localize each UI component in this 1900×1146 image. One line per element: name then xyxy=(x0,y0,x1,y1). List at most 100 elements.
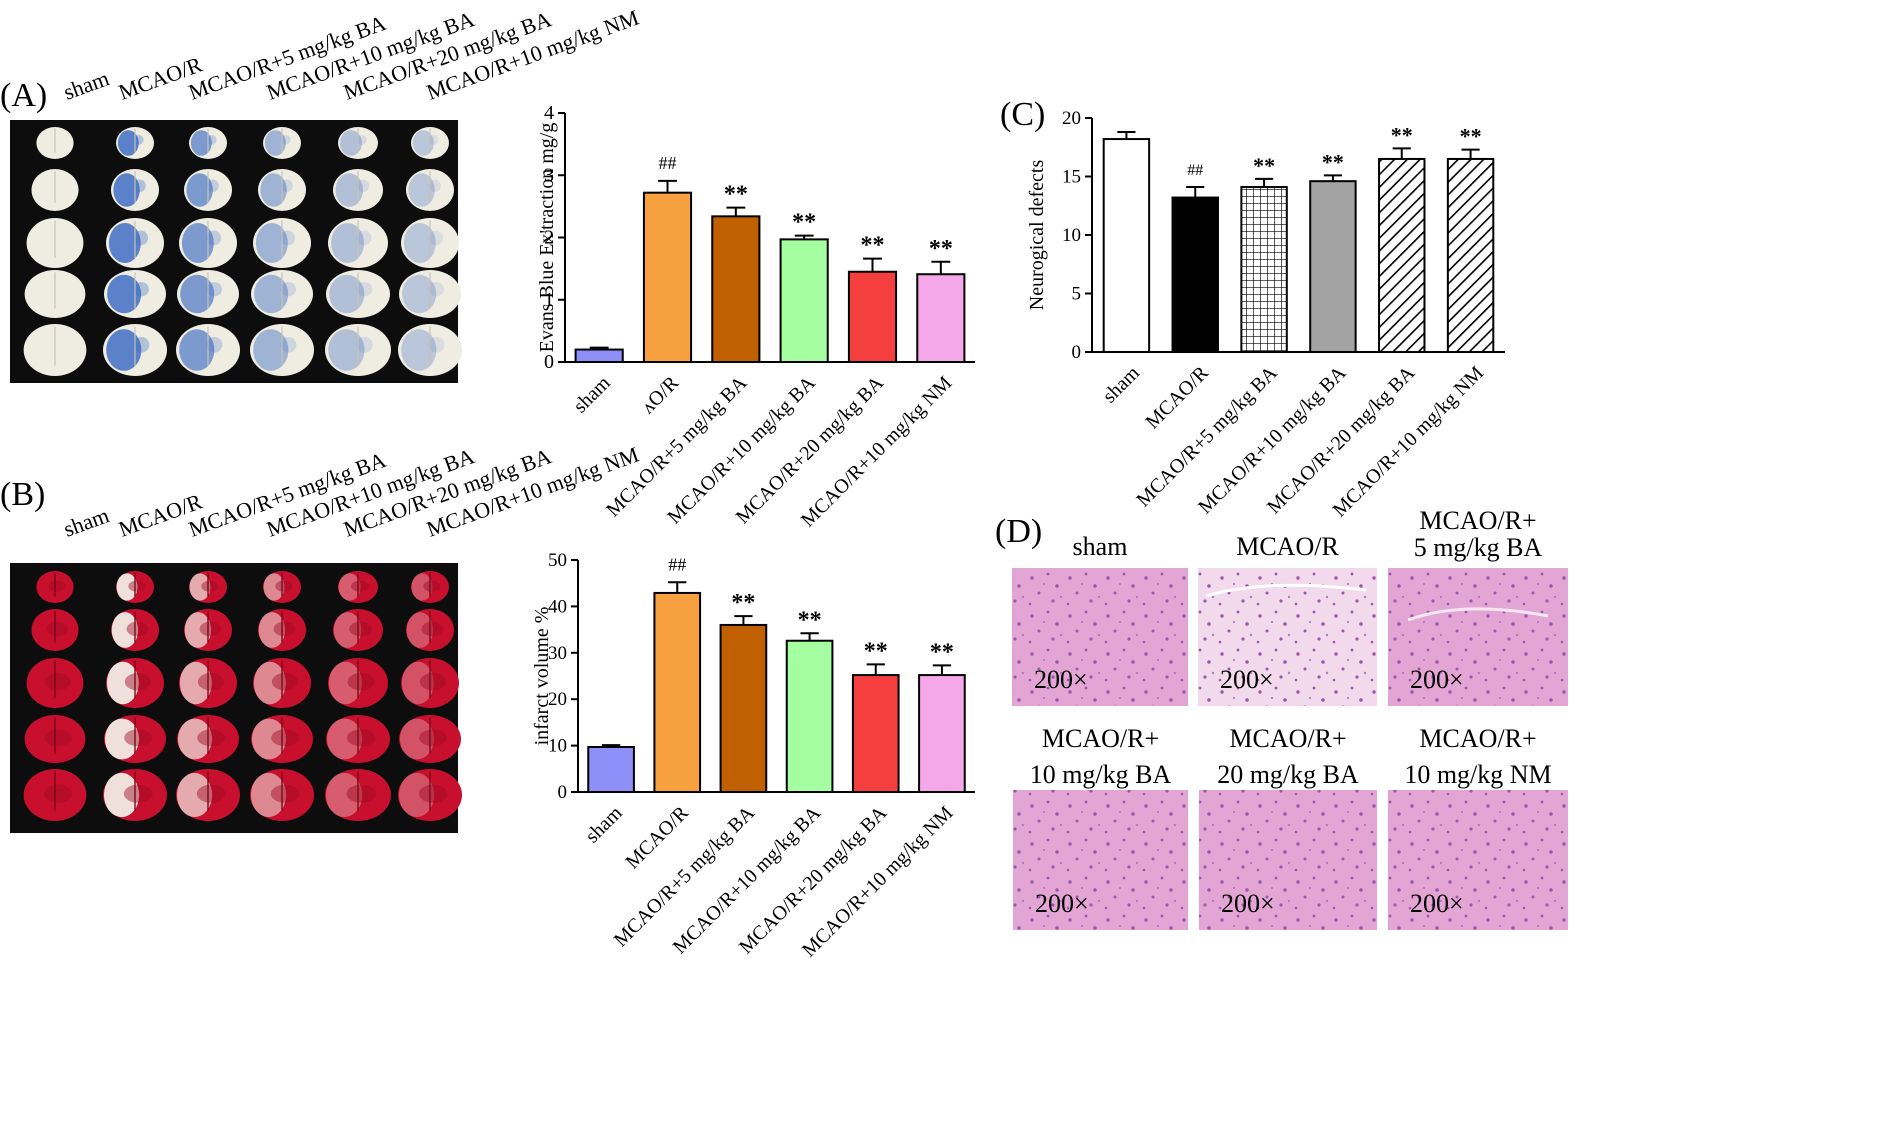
micrograph-title: MCAO/R+ xyxy=(1419,724,1536,753)
x-tick-label: sham xyxy=(569,372,615,418)
panel-d-label: (D) xyxy=(995,513,1042,550)
significance-marker: ** xyxy=(930,639,954,665)
brain-slice xyxy=(36,127,74,159)
bar-mcao-r-20-mg-kg-ba xyxy=(847,270,898,363)
brain-slice xyxy=(399,715,461,763)
significance-marker: ## xyxy=(659,153,677,173)
brain-slice xyxy=(177,715,239,763)
brain-slice xyxy=(398,769,462,821)
brain-slice xyxy=(106,218,164,268)
y-tick-label: 5 xyxy=(1072,284,1082,305)
he-micrograph: 200× MCAO/R+5 mg/kg BA xyxy=(1388,506,1568,706)
brain-slice xyxy=(189,571,227,603)
brain-slice xyxy=(399,270,461,318)
y-tick-label: 0 xyxy=(544,351,554,373)
photo-column-label: sham xyxy=(60,502,112,541)
micrograph-title: 10 mg/kg NM xyxy=(1404,760,1551,789)
micrograph-title: 10 mg/kg BA xyxy=(1030,760,1172,789)
significance-marker: ** xyxy=(1322,149,1344,174)
y-tick-label: 15 xyxy=(1062,167,1081,188)
bar-mcao-r-10-mg-kg-nm xyxy=(918,674,966,794)
brain-slice xyxy=(116,127,154,159)
bar-mcao-r-5-mg-kg-ba xyxy=(719,623,768,794)
brain-slice xyxy=(103,769,167,821)
significance-marker: ** xyxy=(1253,153,1275,178)
brain-slice xyxy=(401,658,459,708)
brain-slice xyxy=(177,270,239,318)
micrograph-title: MCAO/R xyxy=(1236,532,1339,561)
bar-mcao-r-10-mg-kg-nm xyxy=(916,273,966,364)
magnification-label: 200× xyxy=(1410,665,1464,694)
brain-slice xyxy=(24,270,86,318)
brain-slice xyxy=(406,169,454,211)
brain-slice xyxy=(104,270,166,318)
brain-slice xyxy=(31,609,79,651)
significance-marker: ## xyxy=(1187,162,1203,179)
x-tick-label: sham xyxy=(1099,362,1145,408)
y-axis-label: Evans Blue Ex'traction mg/g xyxy=(536,123,558,353)
brain-slice xyxy=(411,571,449,603)
brain-slice xyxy=(111,169,159,211)
bar-mcao-r xyxy=(653,591,702,793)
y-tick-label: 50 xyxy=(548,550,567,571)
ttc-slices xyxy=(23,571,462,821)
y-axis-label: Neurogical defects xyxy=(1026,160,1048,311)
brain-slice xyxy=(325,769,391,821)
brain-slice xyxy=(263,127,301,159)
brain-slice xyxy=(179,658,237,708)
brain-slice xyxy=(251,270,313,318)
brain-slice xyxy=(333,609,383,651)
x-tick-label: MCAO/R xyxy=(1141,362,1213,434)
brain-slice xyxy=(250,324,314,376)
magnification-label: 200× xyxy=(1220,665,1274,694)
bar-mcao-r-10-mg-kg-ba xyxy=(785,639,834,794)
x-tick-label: ʌO/R xyxy=(637,372,684,419)
brain-slice xyxy=(328,218,388,268)
y-tick-label: 20 xyxy=(548,689,567,710)
he-micrograph: 200× MCAO/R+ 20 mg/kg BA xyxy=(1199,724,1377,930)
bar-mcao-r-5-mg-kg-ba xyxy=(711,215,761,363)
brain-slice xyxy=(263,571,301,603)
significance-marker: ** xyxy=(929,236,953,262)
significance-marker: ** xyxy=(861,233,885,259)
brain-slice xyxy=(258,169,306,211)
brain-slice xyxy=(36,571,74,603)
brain-slice xyxy=(333,169,383,211)
y-tick-label: 30 xyxy=(548,643,567,664)
bar-mcao-r-5-mg-kg-ba xyxy=(1240,186,1288,353)
y-tick-label: 4 xyxy=(544,102,554,124)
significance-marker: ** xyxy=(1460,124,1482,149)
brain-slice xyxy=(253,218,311,268)
he-micrograph: 200× MCAO/R+ 10 mg/kg NM xyxy=(1388,724,1568,930)
brain-slice xyxy=(338,127,378,159)
brain-slice xyxy=(111,609,159,651)
bar-mcao-r xyxy=(1171,196,1219,353)
brain-slice xyxy=(326,715,390,763)
brain-slice xyxy=(253,658,311,708)
brain-slice xyxy=(24,715,86,763)
he-micrograph: 200× MCAO/R+ 10 mg/kg BA xyxy=(1013,724,1188,930)
brain-slice xyxy=(250,769,314,821)
brain-slice xyxy=(103,324,167,376)
bar-mcao-r-20-mg-kg-ba xyxy=(1378,157,1426,353)
magnification-label: 200× xyxy=(1035,889,1089,918)
panel-c: (C) 0 5 10 15 20 Neurogical defects sham ## MCAO… xyxy=(1000,96,1505,521)
y-tick-label: 0 xyxy=(558,782,568,803)
he-micrograph: 200× sham xyxy=(1012,532,1188,706)
micrograph-title: 5 mg/kg BA xyxy=(1414,533,1543,562)
significance-marker: ** xyxy=(792,210,816,236)
brain-slice xyxy=(31,169,79,211)
bar-mcao-r-10-mg-kg-ba xyxy=(1309,180,1357,353)
brain-slice xyxy=(26,658,84,708)
magnification-label: 200× xyxy=(1221,889,1275,918)
brain-slice xyxy=(179,218,237,268)
brain-slice xyxy=(398,324,462,376)
he-micrograph: 200× MCAO/R xyxy=(1198,532,1377,706)
brain-slice xyxy=(338,571,378,603)
brain-slice xyxy=(401,218,459,268)
brain-slice xyxy=(251,715,313,763)
y-tick-label: 3 xyxy=(544,164,554,186)
significance-marker: ** xyxy=(864,638,888,664)
